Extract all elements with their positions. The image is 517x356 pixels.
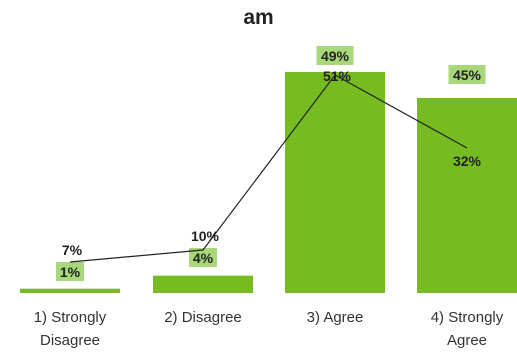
bar-1 <box>20 288 120 293</box>
x-tick-label-1-1: 1) Strongly <box>34 309 107 326</box>
bar-data-label-2: 4% <box>193 250 214 266</box>
bar-data-label-3: 49% <box>321 48 350 64</box>
x-tick-label-4-1: 4) Strongly <box>431 309 504 326</box>
x-tick-label-2-1: 2) Disagree <box>164 309 242 326</box>
bar-data-label-1: 1% <box>60 264 81 280</box>
bar-label-bg-3 <box>316 46 354 65</box>
x-tick-label-1-2: Disagree <box>40 332 100 349</box>
chart-title: am <box>243 6 274 29</box>
x-tick-label-4-2: Agree <box>447 332 487 349</box>
bar-4 <box>417 98 517 293</box>
bar-data-label-4: 45% <box>453 67 482 83</box>
bar-label-bg-1 <box>56 262 84 281</box>
line-data-label-1: 7% <box>62 242 83 258</box>
bar-3 <box>285 72 385 293</box>
bar-2 <box>153 275 253 293</box>
line-data-label-3: 51% <box>323 68 352 84</box>
line-series <box>69 74 468 263</box>
line-data-label-2: 10% <box>191 228 220 244</box>
bar-label-bg-2 <box>189 248 217 267</box>
x-tick-label-3-1: 3) Agree <box>307 309 364 326</box>
bar-label-bg-4 <box>448 65 486 84</box>
line-data-label-4: 32% <box>453 153 482 169</box>
